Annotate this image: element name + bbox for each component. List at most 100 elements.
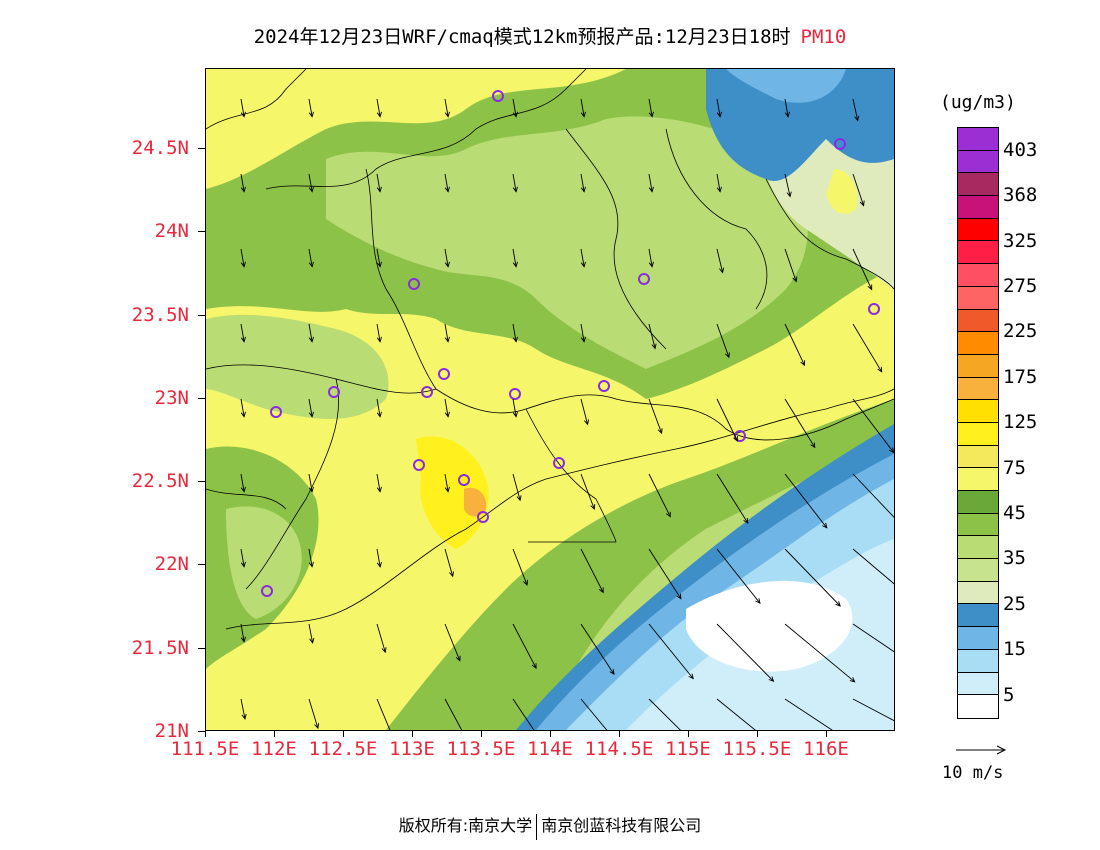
wind-arrowhead <box>381 647 387 654</box>
wind-vector <box>580 473 595 510</box>
x-tick-label: 111.5E <box>170 738 240 760</box>
wind-vector <box>648 398 663 434</box>
station-marker <box>509 388 521 400</box>
station-marker <box>438 368 450 380</box>
x-tick-label: 114E <box>527 738 573 760</box>
wind-arrowhead <box>455 655 461 662</box>
y-tick-label: 24N <box>154 220 189 242</box>
wind-vector <box>512 323 517 342</box>
wind-vector <box>716 473 749 524</box>
wind-vector <box>376 473 381 492</box>
wind-arrowhead <box>240 336 246 343</box>
wind-vector <box>376 623 386 653</box>
wind-vector <box>376 173 381 192</box>
wind-arrowhead <box>854 115 860 122</box>
wind-arrowhead <box>786 191 792 198</box>
wind-vector <box>580 248 585 267</box>
colorbar-segment <box>958 536 998 560</box>
wind-arrowhead <box>657 428 663 435</box>
southwest-lightgreen-region <box>226 506 302 619</box>
wind-arrowhead <box>240 636 246 643</box>
wind-vector <box>240 473 245 492</box>
wind-vector <box>444 473 449 492</box>
wind-vector <box>784 398 816 448</box>
wind-arrowhead <box>716 186 722 193</box>
colorbar-label: 25 <box>1003 593 1026 615</box>
x-tick-label: 116E <box>803 738 849 760</box>
wind-vector <box>240 248 245 267</box>
colorbar-label: 325 <box>1003 230 1038 252</box>
wind-vector <box>308 548 313 567</box>
colorbar-segment <box>958 128 998 151</box>
wind-arrowhead <box>240 411 246 418</box>
x-tick-label: 115E <box>665 738 711 760</box>
wind-vector <box>376 248 381 267</box>
colorbar-label: 75 <box>1003 457 1026 479</box>
wind-vector <box>512 248 517 267</box>
y-tick-label: 22N <box>154 553 189 575</box>
wind-vector <box>376 98 381 117</box>
wind-vector <box>852 248 873 290</box>
wind-arrowhead <box>376 261 382 268</box>
colorbar-segment <box>958 218 998 242</box>
title-main: 2024年12月23日WRF/cmaq模式12km预报产品:12月23日18时 <box>253 26 791 48</box>
colorbar-label: 15 <box>1003 638 1026 660</box>
wind-vector <box>444 623 461 661</box>
footer-right: 南京创蓝科技有限公司 <box>541 816 702 835</box>
wind-arrowhead <box>512 186 518 193</box>
core-high-region <box>416 436 489 549</box>
wind-vector <box>852 98 859 121</box>
wind-arrowhead <box>512 411 518 418</box>
wind-arrowhead <box>376 336 382 343</box>
wind-vector <box>716 173 721 192</box>
y-tick <box>198 231 205 232</box>
x-tick <box>481 731 482 737</box>
wind-vector <box>716 623 774 682</box>
wind-arrowhead <box>376 561 382 568</box>
station-marker <box>408 278 420 290</box>
wind-vector <box>308 248 313 267</box>
wind-arrowhead <box>240 561 246 568</box>
wind-vector <box>648 623 694 679</box>
wind-vector <box>784 548 841 607</box>
wind-arrowhead <box>376 411 382 418</box>
x-tick <box>550 731 551 737</box>
wind-arrowhead <box>444 261 450 268</box>
sea-white-patch <box>686 580 853 672</box>
wind-arrowhead <box>716 111 722 118</box>
wind-vector <box>580 698 608 730</box>
northeast-blue-region <box>706 69 894 181</box>
station-marker <box>598 380 610 392</box>
wind-arrowhead <box>666 511 671 518</box>
wind-vector <box>784 698 833 730</box>
wind-vector <box>444 548 454 577</box>
y-tick-label: 23.5N <box>131 304 189 326</box>
wind-vector <box>376 323 381 342</box>
wind-arrowhead <box>792 276 798 283</box>
wind-arrowhead <box>590 504 596 510</box>
wind-arrowhead <box>240 486 246 493</box>
wind-vector <box>716 548 761 604</box>
wind-vector <box>648 698 681 730</box>
colorbar-segment <box>958 581 998 605</box>
colorbar-segment <box>958 196 998 219</box>
y-tick-label: 21N <box>154 720 189 742</box>
x-tick <box>205 731 206 737</box>
wind-arrowhead <box>314 723 320 730</box>
colorbar <box>957 127 999 719</box>
wind-vector <box>240 623 245 642</box>
colorbar-segment <box>958 468 998 491</box>
wind-vector <box>648 98 653 117</box>
north-lightgreen-region <box>326 116 808 369</box>
x-tick <box>757 731 758 737</box>
x-tick-label: 112.5E <box>308 738 378 760</box>
wind-arrowhead <box>768 676 775 682</box>
station-marker <box>553 457 565 469</box>
wind-arrowhead <box>531 663 537 670</box>
wind-arrowhead <box>512 336 518 343</box>
wind-arrowhead <box>580 186 586 193</box>
wind-vector <box>784 323 805 366</box>
wind-arrowhead <box>651 343 657 350</box>
wind-vector <box>648 248 653 267</box>
wind-vector <box>648 548 682 599</box>
